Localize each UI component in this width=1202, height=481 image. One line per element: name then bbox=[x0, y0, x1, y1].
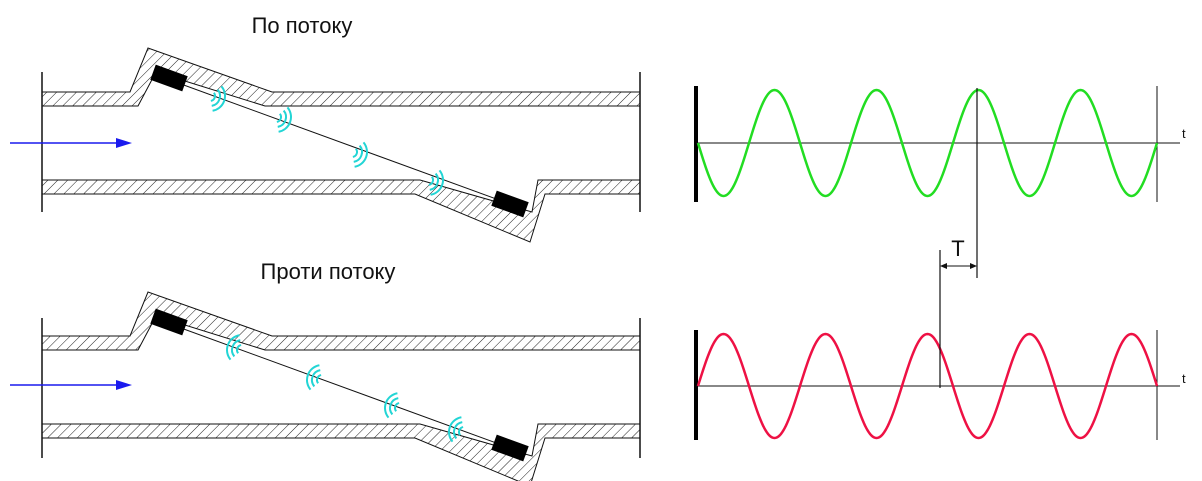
sound-wave-arc bbox=[278, 106, 292, 133]
arrowhead-left bbox=[940, 263, 947, 269]
sound-wave-icon bbox=[210, 85, 444, 196]
sound-wave-arc bbox=[353, 144, 363, 163]
sound-wave-arc bbox=[306, 364, 320, 391]
transducer-icon bbox=[491, 190, 529, 218]
sound-wave-arc bbox=[430, 169, 444, 196]
upstream-pipe: Проти потоку bbox=[10, 259, 641, 481]
sound-wave-arc bbox=[212, 85, 226, 112]
sound-wave-arc bbox=[316, 374, 322, 384]
downstream-signal: t bbox=[694, 86, 1186, 202]
sound-wave-arc bbox=[453, 421, 463, 440]
time-shift-indicator: T bbox=[939, 88, 978, 388]
sound-wave-arc bbox=[277, 109, 287, 128]
sound-wave-arc bbox=[226, 334, 240, 361]
lower-wall bbox=[41, 179, 641, 243]
upstream-title: Проти потоку bbox=[261, 259, 396, 284]
flow-arrow-icon bbox=[10, 380, 132, 390]
sound-wave-arc bbox=[429, 172, 439, 191]
upper-wall bbox=[41, 291, 641, 351]
sound-wave-arc bbox=[210, 92, 216, 102]
upstream-waveform bbox=[696, 332, 1159, 440]
sound-wave-arc bbox=[394, 402, 400, 412]
upstream-signal: t bbox=[694, 330, 1186, 440]
sound-wave-arc bbox=[384, 392, 398, 419]
sound-wave-arc bbox=[389, 397, 399, 416]
arrowhead-right bbox=[970, 263, 977, 269]
sound-wave-arc bbox=[354, 141, 368, 168]
time-axis-label: t bbox=[1182, 371, 1186, 386]
sound-wave-arc bbox=[231, 339, 241, 358]
flow-arrow-icon bbox=[10, 138, 132, 148]
sound-wave-arc bbox=[311, 369, 321, 388]
downstream-title: По потоку bbox=[252, 13, 353, 38]
sound-wave-icon bbox=[226, 334, 464, 443]
time-axis-label: t bbox=[1182, 126, 1186, 141]
downstream-waveform bbox=[696, 88, 1159, 198]
time-shift-label: T bbox=[951, 236, 964, 261]
upper-wall bbox=[41, 47, 641, 107]
acoustic-path bbox=[169, 323, 511, 449]
lower-wall bbox=[41, 423, 641, 481]
sound-wave-arc bbox=[276, 113, 282, 123]
transducer-icon bbox=[150, 308, 188, 336]
transducer-icon bbox=[491, 434, 529, 462]
sound-wave-arc bbox=[428, 176, 434, 186]
acoustic-path bbox=[169, 79, 511, 205]
sound-wave-arc bbox=[236, 344, 242, 354]
sound-wave-arc bbox=[458, 426, 464, 436]
transducer-icon bbox=[150, 64, 188, 92]
sound-wave-arc bbox=[211, 88, 221, 107]
downstream-pipe: По потоку bbox=[10, 13, 641, 243]
sound-wave-arc bbox=[448, 416, 462, 443]
sound-wave-arc bbox=[352, 148, 358, 158]
